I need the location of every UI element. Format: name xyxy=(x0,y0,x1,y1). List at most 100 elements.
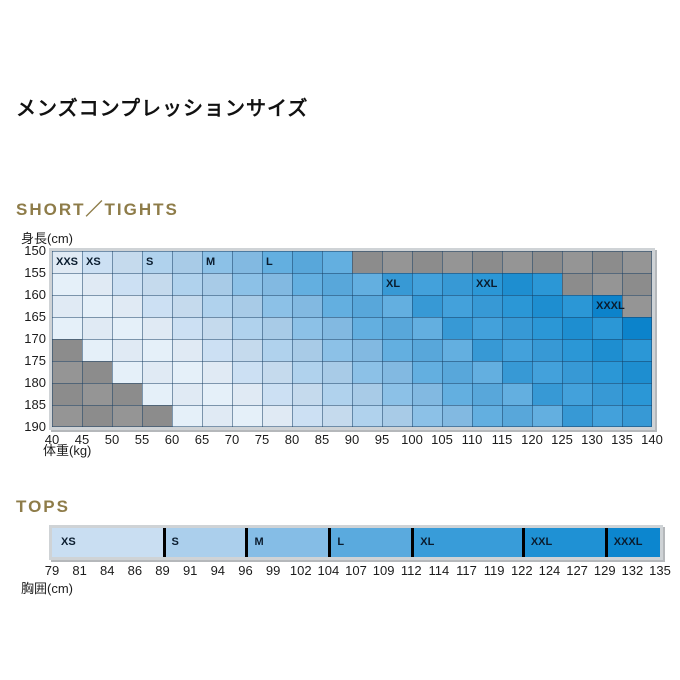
weight-axis-label: 体重(kg) xyxy=(43,443,92,458)
weight-tick-90: 90 xyxy=(344,432,360,447)
size-zone-l-155-160 xyxy=(292,273,382,295)
size-zone-xs-155-160 xyxy=(112,273,172,295)
weight-tick-75: 75 xyxy=(254,432,270,447)
chest-tick-135: 135 xyxy=(649,563,671,578)
chest-tick-102: 102 xyxy=(289,563,312,578)
chest-tick-84: 84 xyxy=(100,563,115,578)
weight-tick-120: 120 xyxy=(521,432,543,447)
tops-chart: XS S M L XL XXL XXXL xyxy=(49,525,663,560)
short-tights-grid xyxy=(52,251,652,427)
tops-size-label-s: S xyxy=(171,536,179,548)
weight-tick-50: 50 xyxy=(104,432,120,447)
weight-tick-85: 85 xyxy=(314,432,330,447)
size-zone-na-185-190 xyxy=(52,405,172,427)
tops-divider-122 xyxy=(521,528,525,557)
weight-tick-100: 100 xyxy=(401,432,423,447)
tops-segment-xs xyxy=(52,528,163,557)
size-zone-xs-175-180 xyxy=(232,361,292,383)
size-zone-s-165-170 xyxy=(232,317,292,339)
size-zone-xl-175-180 xyxy=(502,361,592,383)
tops-size-label-l: L xyxy=(337,536,345,548)
tops-divider-104 xyxy=(328,528,332,557)
short-tights-chart: XXS XS S M L XL XXL XXXL xyxy=(49,248,655,430)
chest-tick-99: 99 xyxy=(265,563,281,578)
size-zone-xl-170-175 xyxy=(472,339,562,361)
size-zone-xxl-160-165 xyxy=(502,295,592,317)
size-zone-m-170-175 xyxy=(322,339,382,361)
size-zone-xxs-185-190 xyxy=(172,405,292,427)
size-zone-l-165-170 xyxy=(352,317,442,339)
height-tick-160: 160 xyxy=(24,287,46,302)
size-zone-xxs-150-155 xyxy=(52,251,82,273)
size-zone-m-155-160 xyxy=(232,273,292,295)
chest-tick-107: 107 xyxy=(345,563,367,578)
height-tick-150: 150 xyxy=(24,243,46,258)
chest-tick-117: 117 xyxy=(456,563,477,578)
size-zone-xxs-155-160 xyxy=(52,273,112,295)
tops-divider-89 xyxy=(162,528,166,557)
size-zone-xxs-160-165 xyxy=(52,295,142,317)
size-zone-xxxl-160-165 xyxy=(592,295,622,317)
page-title: メンズコンプレッションサイズ xyxy=(16,98,309,120)
size-zone-na-155-160 xyxy=(562,273,652,295)
size-zone-na-170-175 xyxy=(52,339,82,361)
height-axis-label: 身長(cm) xyxy=(21,231,73,246)
size-zone-m-180-185 xyxy=(382,383,442,405)
tops-segment-s xyxy=(162,528,246,557)
tops-size-label-xxl: XXL xyxy=(530,536,553,548)
size-zone-xs-185-190 xyxy=(292,405,352,427)
weight-tick-140: 140 xyxy=(641,432,663,447)
size-zone-xxxl-165-170 xyxy=(622,317,652,339)
size-zone-xxs-180-185 xyxy=(142,383,262,405)
chest-tick-112: 112 xyxy=(400,563,422,578)
tops-size-label-xl: XL xyxy=(420,536,435,548)
size-zone-m-175-180 xyxy=(352,361,412,383)
size-zone-na-175-180 xyxy=(52,361,112,383)
height-tick-170: 170 xyxy=(24,331,46,346)
size-zone-xl-165-170 xyxy=(442,317,532,339)
weight-tick-55: 55 xyxy=(134,432,150,447)
chest-tick-109: 109 xyxy=(372,563,395,578)
size-zone-l-160-165 xyxy=(322,295,412,317)
size-zone-xs-180-185 xyxy=(262,383,322,405)
chest-tick-129: 129 xyxy=(593,563,616,578)
size-zone-xs-150-155 xyxy=(82,251,142,273)
weight-tick-65: 65 xyxy=(194,432,210,447)
chest-tick-79: 79 xyxy=(44,563,60,578)
chest-tick-104: 104 xyxy=(317,563,340,578)
size-zone-s-155-160 xyxy=(172,273,232,295)
chest-tick-91: 91 xyxy=(182,563,198,578)
size-zone-l-170-175 xyxy=(382,339,472,361)
tops-segment-xxxl xyxy=(604,528,660,557)
section-title-tops: TOPS xyxy=(16,497,70,516)
size-zone-m-150-155 xyxy=(202,251,262,273)
size-zone-xxl-175-180 xyxy=(592,361,652,383)
size-zone-xs-160-165 xyxy=(142,295,202,317)
size-zone-m-160-165 xyxy=(262,295,322,317)
weight-tick-110: 110 xyxy=(461,432,483,447)
size-zone-xxs-165-170 xyxy=(52,317,172,339)
size-zone-xxs-170-175 xyxy=(82,339,202,361)
size-zone-xl-160-165 xyxy=(412,295,502,317)
size-zone-s-180-185 xyxy=(322,383,382,405)
chest-tick-86: 86 xyxy=(127,563,143,578)
size-zone-xxl-165-170 xyxy=(532,317,622,339)
size-zone-s-150-155 xyxy=(142,251,202,273)
size-zone-na-160-165 xyxy=(622,295,652,317)
size-zone-xxs-175-180 xyxy=(112,361,232,383)
size-zone-l-185-190 xyxy=(472,405,562,427)
section-title-short-tights: SHORT／TIGHTS xyxy=(16,200,179,219)
weight-tick-95: 95 xyxy=(374,432,390,447)
size-zone-xxl-155-160 xyxy=(472,273,562,295)
tops-bar: XS S M L XL XXL XXXL xyxy=(52,528,660,557)
size-zone-s-160-165 xyxy=(202,295,262,317)
size-zone-l-175-180 xyxy=(412,361,502,383)
weight-tick-105: 105 xyxy=(431,432,453,447)
size-zone-xs-165-170 xyxy=(172,317,232,339)
size-zone-na-150-155 xyxy=(352,251,652,273)
size-zone-xl-185-190 xyxy=(562,405,652,427)
weight-tick-125: 125 xyxy=(551,432,573,447)
chest-tick-119: 119 xyxy=(483,563,505,578)
tops-segment-l xyxy=(328,528,412,557)
